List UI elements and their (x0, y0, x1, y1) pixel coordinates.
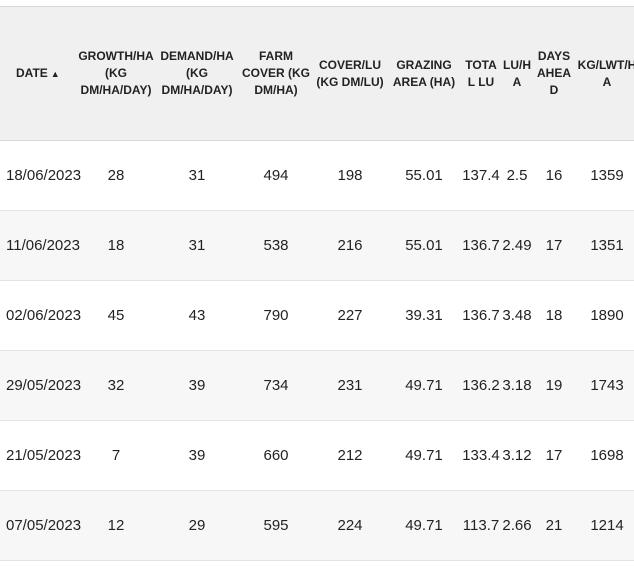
table-row[interactable]: 29/05/2023 32 39 734 231 49.71 136.2 3.1… (0, 350, 634, 421)
cell-farm-cover: 790 (263, 307, 289, 324)
cell-lu-ha: 3.18 (502, 377, 532, 394)
cell-farm-cover: 660 (263, 447, 289, 464)
cell-date: 18/06/2023 (6, 167, 82, 184)
column-header-label: LU/HA (503, 57, 531, 89)
cell-kg-lwt-ha: 1698 (590, 447, 624, 464)
column-header-label: DAYS AHEAD (536, 49, 571, 97)
cell-days-ahead: 21 (545, 517, 563, 534)
cell-cover-lu: 231 (337, 377, 363, 394)
cell-grazing-area: 39.31 (405, 307, 443, 324)
header-row: DATE ▲ GROWTH/HA (KG DM/HA/DAY) DEMAND/HA… (0, 6, 634, 141)
cell-days-ahead: 17 (545, 237, 563, 254)
cell-kg-lwt-ha: 1890 (590, 307, 624, 324)
cell-demand: 43 (188, 307, 206, 324)
cell-grazing-area: 55.01 (405, 237, 443, 254)
table-row[interactable]: 11/06/2023 18 31 538 216 55.01 136.7 2.4… (0, 210, 634, 281)
cell-demand: 31 (188, 167, 206, 184)
cell-growth: 7 (111, 447, 121, 464)
cell-cover-lu: 198 (337, 167, 363, 184)
cell-total-lu: 136.7 (462, 307, 500, 324)
cell-date: 07/05/2023 (6, 517, 82, 534)
cell-farm-cover: 734 (263, 377, 289, 394)
cell-growth: 45 (107, 307, 125, 324)
cell-kg-lwt-ha: 1351 (590, 237, 624, 254)
column-header-label: DEMAND/HA (KG DM/HA/DAY) (160, 49, 234, 97)
column-header-label: KG/LWT/HA (577, 57, 634, 89)
cell-kg-lwt-ha: 1743 (590, 377, 624, 394)
cell-farm-cover: 538 (263, 237, 289, 254)
cell-farm-cover: 494 (263, 167, 289, 184)
cell-total-lu: 133.4 (462, 447, 500, 464)
cell-total-lu: 137.4 (462, 167, 500, 184)
table-body: 18/06/2023 28 31 494 198 55.01 137.4 2.5… (0, 140, 634, 561)
table-row[interactable]: 07/05/2023 12 29 595 224 49.71 113.7 2.6… (0, 490, 634, 561)
cell-grazing-area: 49.71 (405, 377, 443, 394)
cell-growth: 32 (107, 377, 125, 394)
cell-date: 02/06/2023 (6, 307, 82, 324)
cell-growth: 28 (107, 167, 125, 184)
column-header-label: GROWTH/HA (KG DM/HA/DAY) (78, 49, 154, 97)
cell-date: 11/06/2023 (6, 237, 80, 254)
cell-days-ahead: 16 (545, 167, 563, 184)
cell-date: 21/05/2023 (6, 447, 82, 464)
cell-grazing-area: 55.01 (405, 167, 443, 184)
column-header-farm-cover[interactable]: FARM COVER (KG DM/HA) (238, 6, 314, 141)
column-header-grazing-area[interactable]: GRAZING AREA (HA) (386, 6, 462, 141)
column-header-kg-lwt-ha[interactable]: KG/LWT/HA (574, 6, 634, 141)
cell-kg-lwt-ha: 1214 (590, 517, 624, 534)
grazing-data-table: DATE ▲ GROWTH/HA (KG DM/HA/DAY) DEMAND/HA… (0, 6, 634, 561)
cell-cover-lu: 212 (337, 447, 363, 464)
table-row[interactable]: 21/05/2023 7 39 660 212 49.71 133.4 3.12… (0, 420, 634, 491)
column-header-label: COVER/LU (KG DM/LU) (316, 57, 384, 89)
cell-grazing-area: 49.71 (405, 447, 443, 464)
table-header: DATE ▲ GROWTH/HA (KG DM/HA/DAY) DEMAND/HA… (0, 6, 634, 141)
cell-growth: 18 (107, 237, 125, 254)
cell-total-lu: 136.7 (462, 237, 500, 254)
cell-lu-ha: 3.12 (502, 447, 532, 464)
cell-farm-cover: 595 (263, 517, 289, 534)
column-header-label: FARM COVER (KG DM/HA) (241, 49, 310, 97)
column-header-label: DATE (16, 65, 48, 80)
column-header-lu-ha[interactable]: LU/HA (500, 6, 534, 141)
cell-growth: 12 (107, 517, 125, 534)
cell-total-lu: 113.7 (462, 517, 500, 534)
cell-days-ahead: 19 (545, 377, 563, 394)
column-header-total-lu[interactable]: TOTAL LU (462, 6, 500, 141)
cell-days-ahead: 17 (545, 447, 563, 464)
cell-kg-lwt-ha: 1359 (590, 167, 624, 184)
column-header-demand[interactable]: DEMAND/HA (KG DM/HA/DAY) (156, 6, 238, 141)
column-header-date[interactable]: DATE ▲ (0, 6, 76, 141)
cell-demand: 31 (188, 237, 206, 254)
cell-date: 29/05/2023 (6, 377, 82, 394)
table-row[interactable]: 02/06/2023 45 43 790 227 39.31 136.7 3.4… (0, 280, 634, 351)
cell-cover-lu: 216 (337, 237, 363, 254)
cell-total-lu: 136.2 (462, 377, 500, 394)
column-header-cover-lu[interactable]: COVER/LU (KG DM/LU) (314, 6, 386, 141)
cell-grazing-area: 49.71 (405, 517, 443, 534)
column-header-label: TOTAL LU (465, 57, 497, 89)
table-row[interactable]: 18/06/2023 28 31 494 198 55.01 137.4 2.5… (0, 140, 634, 211)
sort-ascending-icon[interactable]: ▲ (50, 68, 60, 79)
cell-days-ahead: 18 (545, 307, 563, 324)
cell-lu-ha: 2.5 (506, 167, 528, 184)
column-header-days-ahead[interactable]: DAYS AHEAD (534, 6, 574, 141)
cell-demand: 39 (188, 377, 206, 394)
cell-cover-lu: 227 (337, 307, 363, 324)
column-header-label: GRAZING AREA (HA) (392, 57, 456, 89)
cell-cover-lu: 224 (337, 517, 363, 534)
cell-demand: 29 (188, 517, 206, 534)
column-header-growth[interactable]: GROWTH/HA (KG DM/HA/DAY) (76, 6, 156, 141)
cell-demand: 39 (188, 447, 206, 464)
cell-lu-ha: 3.48 (502, 307, 532, 324)
cell-lu-ha: 2.66 (502, 517, 532, 534)
cell-lu-ha: 2.49 (502, 237, 532, 254)
